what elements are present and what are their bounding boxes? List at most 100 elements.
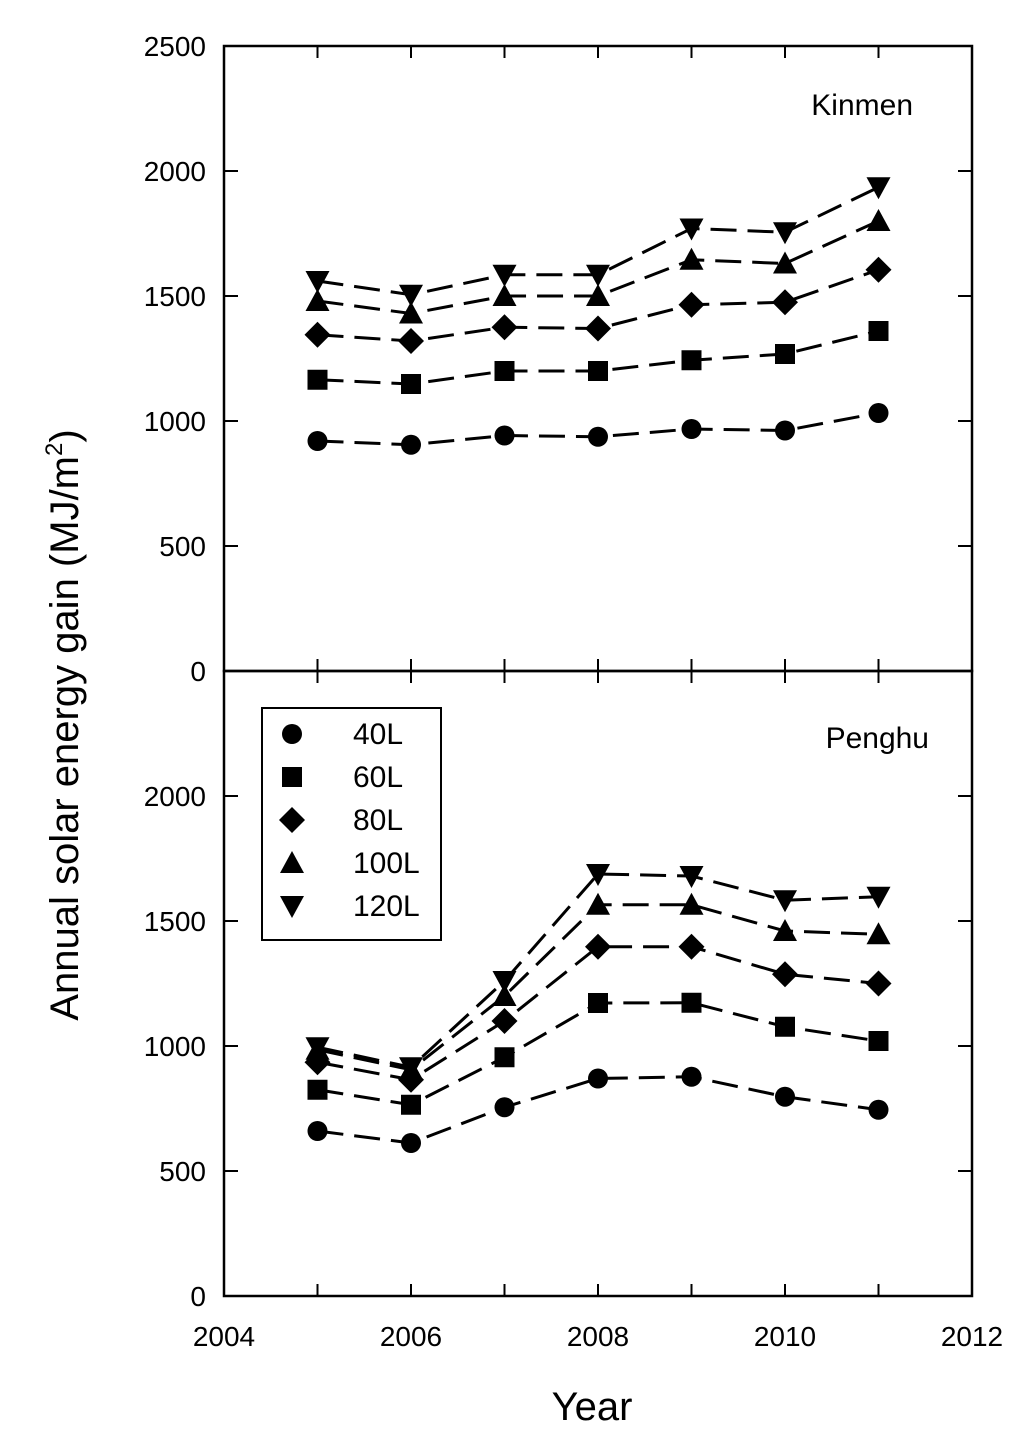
data-point-circle <box>588 426 608 447</box>
data-point-square <box>588 993 608 1013</box>
legend: 40L 60L 80L 100L 120L <box>261 707 442 941</box>
data-point-triangle-down <box>866 886 891 909</box>
data-point-square <box>681 992 702 1013</box>
y-axis-title-close: ) <box>43 429 87 442</box>
y-tick-label: 1000 <box>144 1031 206 1062</box>
legend-marker-circle <box>282 724 302 744</box>
data-point-square <box>681 350 702 371</box>
data-point-triangle-down <box>679 866 704 888</box>
y-tick-label: 500 <box>159 1156 206 1187</box>
x-tick-label: 2012 <box>941 1321 1003 1352</box>
data-point-square <box>494 361 515 381</box>
data-point-circle <box>494 1097 515 1118</box>
data-point-triangle-up <box>679 247 704 270</box>
data-point-triangle-down <box>866 177 891 200</box>
data-point-diamond <box>865 970 892 997</box>
y-tick-label: 2500 <box>144 31 206 62</box>
data-point-triangle-up <box>399 301 423 324</box>
data-point-diamond <box>398 328 424 354</box>
data-point-triangle-down <box>773 222 797 245</box>
data-point-diamond <box>585 315 611 342</box>
data-point-diamond <box>678 933 705 960</box>
legend-label-40l: 40L <box>353 718 403 751</box>
data-point-circle <box>307 1121 328 1141</box>
legend-marker-triangle-down <box>280 896 304 918</box>
data-point-square <box>401 1094 421 1115</box>
data-point-triangle-up <box>492 984 517 1006</box>
data-point-circle <box>401 434 421 455</box>
y-axis-title: Annual solar energy gain (MJ/m2) <box>41 429 87 1020</box>
x-axis-title: Year <box>552 1385 633 1429</box>
axis-tick-labels: 2004 2006 2008 2010 2012 0 500 1000 1500 2000 2500… <box>144 31 1003 1352</box>
y-tick-label: 1000 <box>144 406 206 437</box>
data-point-square <box>307 1079 328 1100</box>
panel-label-kinmen: Kinmen <box>811 89 913 122</box>
data-point-triangle-down <box>399 284 423 307</box>
legend-label-120l: 120L <box>353 890 420 923</box>
data-point-triangle-up <box>305 289 330 311</box>
data-point-diamond <box>491 1008 518 1034</box>
data-point-square <box>868 1031 889 1051</box>
data-point-circle <box>681 1066 702 1087</box>
data-point-square <box>775 344 795 364</box>
data-point-triangle-down <box>492 971 517 993</box>
data-point-triangle-up <box>586 284 610 306</box>
data-point-diamond <box>865 256 892 283</box>
data-point-circle <box>307 431 328 451</box>
data-point-circle <box>588 1068 608 1089</box>
data-point-diamond <box>772 961 798 988</box>
data-point-triangle-up <box>679 892 704 915</box>
y-tick-label: 500 <box>159 531 206 562</box>
data-point-square <box>588 361 608 381</box>
data-markers <box>304 177 892 1153</box>
x-tick-label: 2004 <box>193 1321 255 1352</box>
data-point-triangle-up <box>866 922 891 945</box>
data-point-diamond <box>678 291 705 318</box>
data-point-triangle-down <box>679 218 704 241</box>
legend-label-100l: 100L <box>353 847 420 880</box>
legend-marker-diamond <box>279 807 305 833</box>
data-point-square <box>401 374 421 394</box>
panel-label-penghu: Penghu <box>826 722 929 755</box>
data-point-circle <box>775 1086 795 1107</box>
y-axis-title-superscript: 2 <box>41 443 68 456</box>
data-point-square <box>868 321 889 341</box>
data-point-triangle-up <box>586 892 610 915</box>
y-tick-label: 2000 <box>144 781 206 812</box>
data-point-diamond <box>772 289 798 316</box>
data-point-triangle-up <box>866 209 891 231</box>
data-point-triangle-up <box>773 919 797 941</box>
legend-marker-square <box>282 767 302 787</box>
data-point-square <box>494 1047 515 1068</box>
x-tick-label: 2008 <box>567 1321 629 1352</box>
data-point-diamond <box>304 321 331 348</box>
data-point-triangle-down <box>305 1037 330 1060</box>
data-point-circle <box>494 425 515 446</box>
y-axis-title-main: Annual solar energy gain (MJ/m <box>43 456 87 1021</box>
data-point-triangle-down <box>399 1057 423 1080</box>
data-point-circle <box>775 420 795 441</box>
data-point-triangle-down <box>305 271 330 293</box>
data-point-circle <box>868 1099 889 1120</box>
data-point-circle <box>868 403 889 423</box>
x-tick-label: 2010 <box>754 1321 816 1352</box>
data-point-triangle-up <box>773 251 797 274</box>
data-point-triangle-down <box>492 264 517 287</box>
legend-markers <box>279 724 305 918</box>
legend-label-60l: 60L <box>353 761 403 794</box>
y-tick-label: 1500 <box>144 906 206 937</box>
data-point-circle <box>681 419 702 439</box>
data-point-diamond <box>491 314 518 341</box>
y-tick-label: 2000 <box>144 156 206 187</box>
y-tick-label: 0 <box>190 1281 206 1312</box>
data-point-square <box>307 369 328 390</box>
y-tick-label: 0 <box>190 656 206 687</box>
legend-marker-triangle-up <box>280 851 304 873</box>
legend-label-80l: 80L <box>353 804 403 837</box>
data-point-triangle-down <box>773 890 797 913</box>
x-tick-label: 2006 <box>380 1321 442 1352</box>
data-point-triangle-up <box>492 284 517 306</box>
data-point-triangle-down <box>586 264 610 287</box>
data-point-circle <box>401 1133 421 1153</box>
